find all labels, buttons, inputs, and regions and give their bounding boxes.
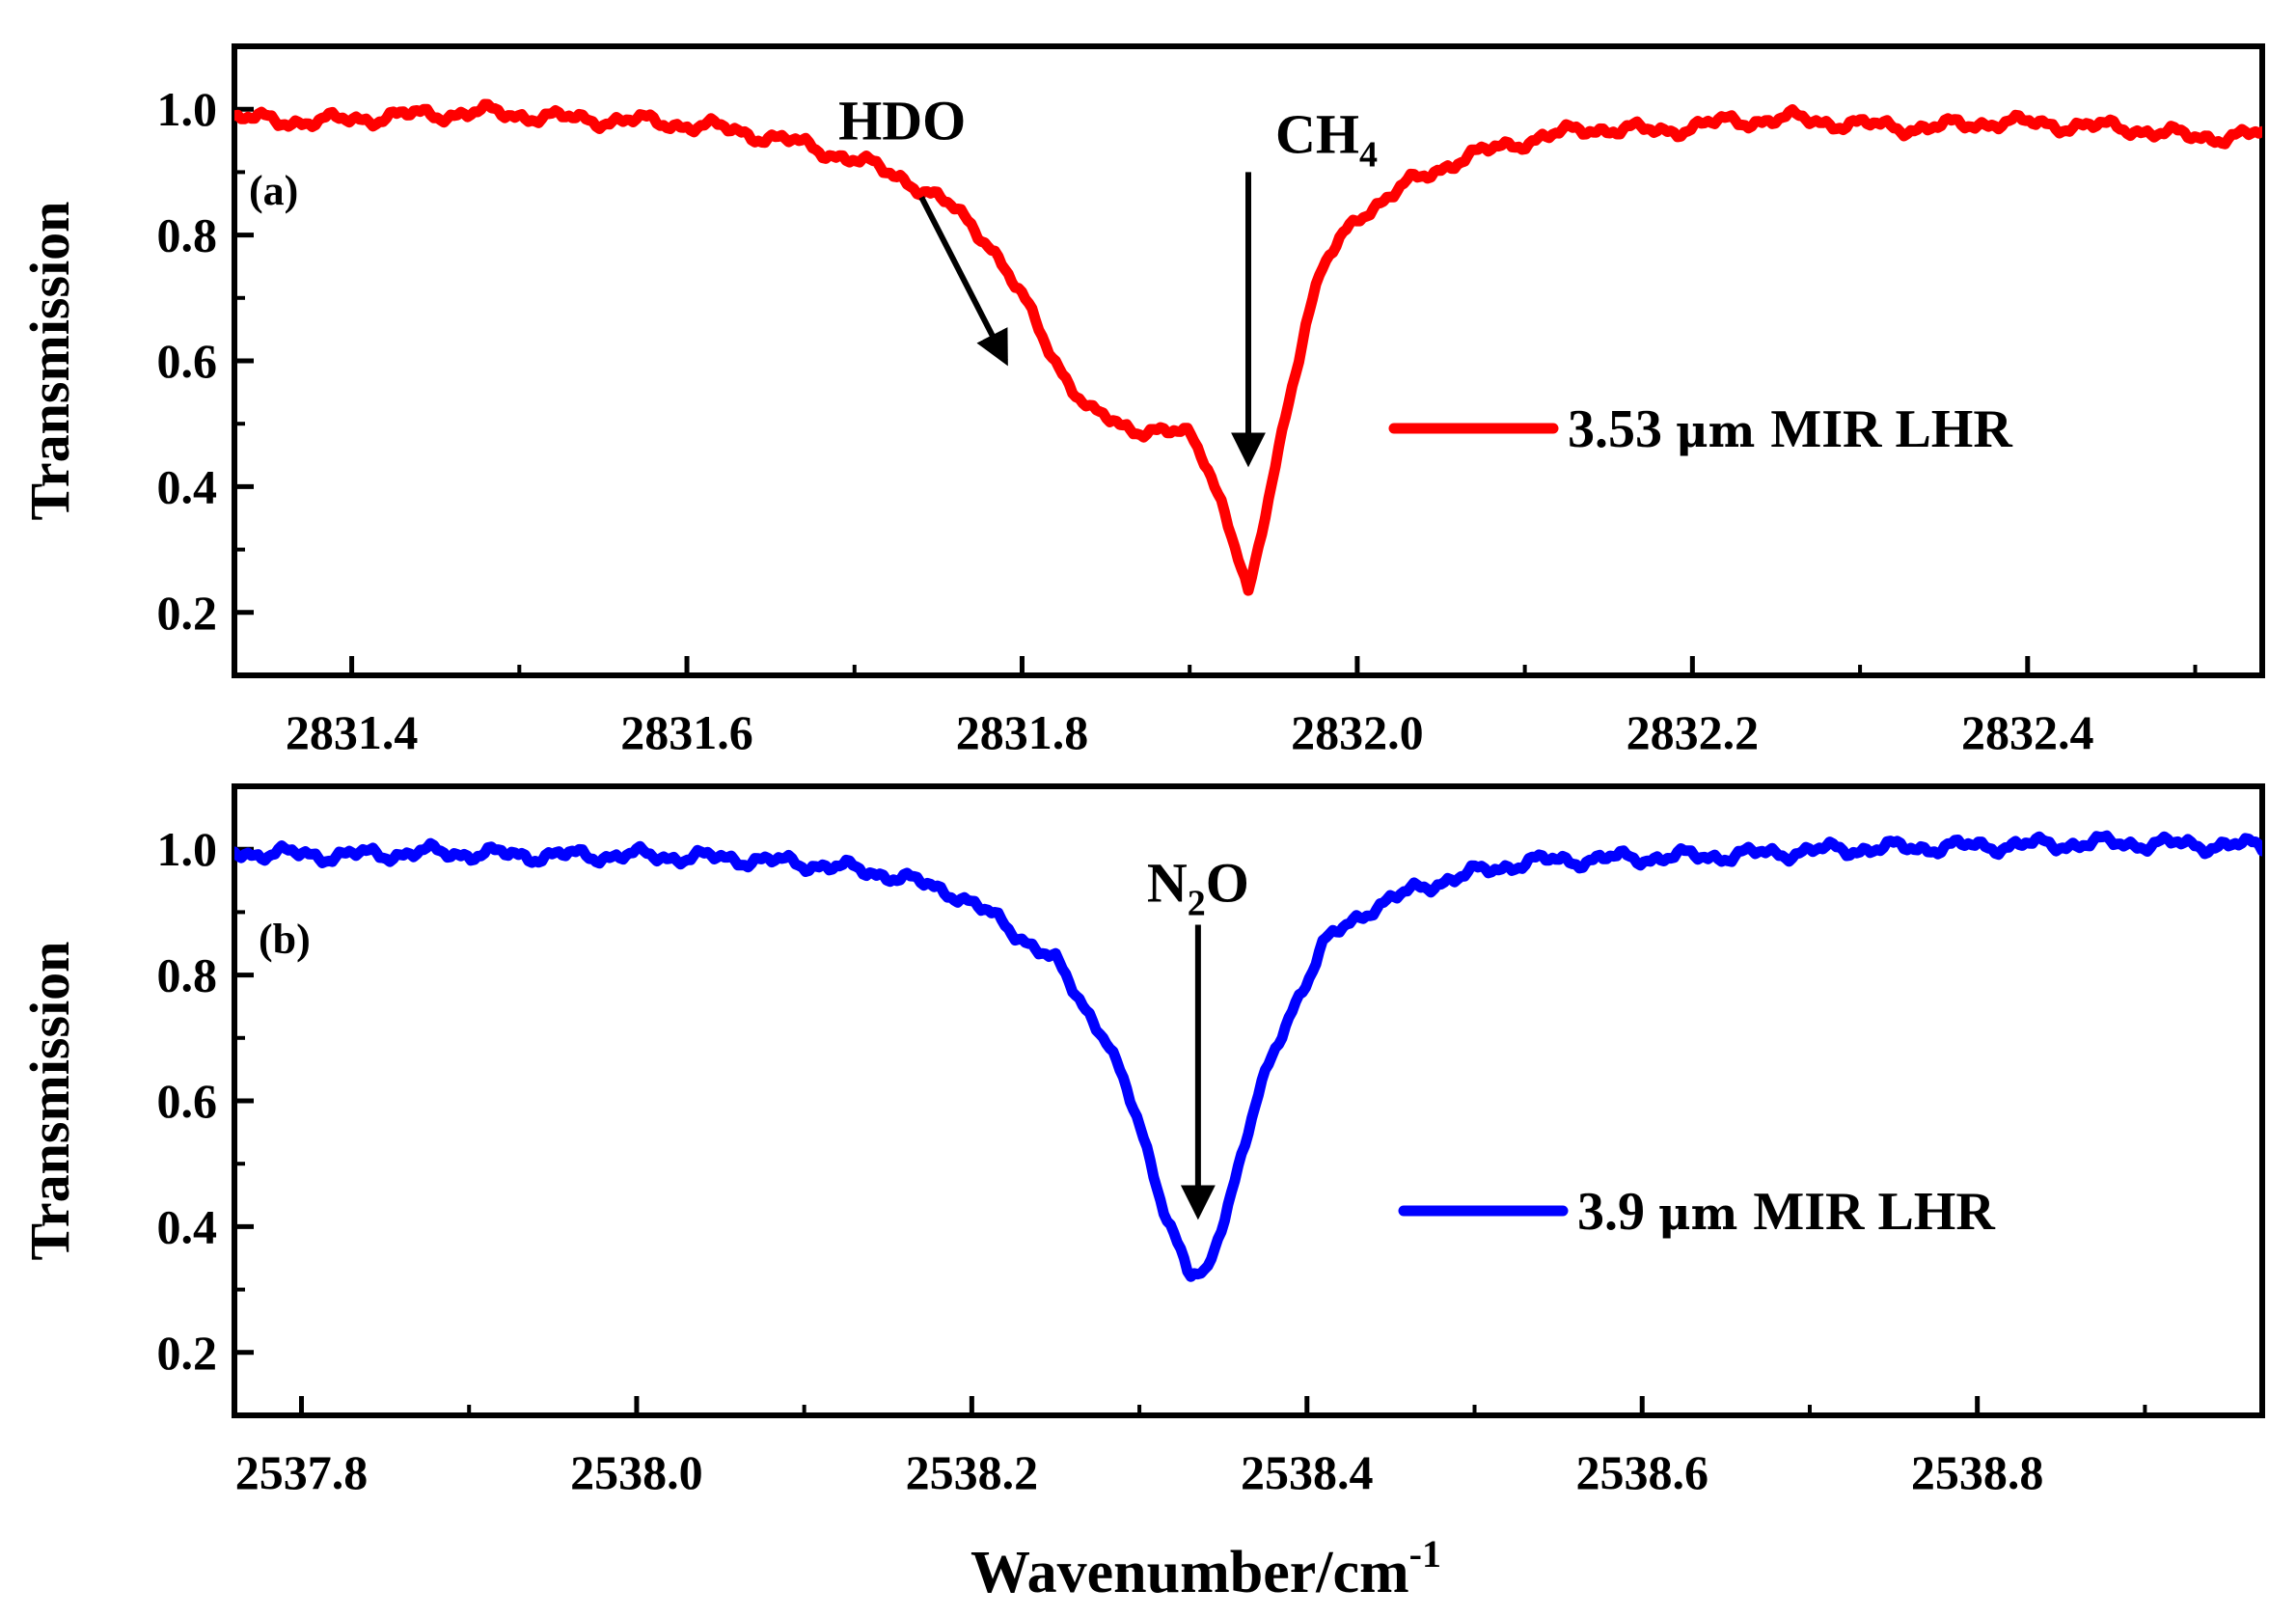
x-tick-label: 2832.4 xyxy=(1961,705,2094,759)
y-axis-label: Transmission xyxy=(18,942,81,1261)
annotation-arrow xyxy=(918,196,1008,367)
annotation-subscript: 2 xyxy=(1188,883,1206,923)
series-line xyxy=(234,830,2262,1282)
x-tick-label: 2832.2 xyxy=(1626,705,1760,759)
x-tick-label: 2538.4 xyxy=(1241,1445,1374,1499)
y-tick-label: 0.6 xyxy=(157,334,218,388)
y-tick-label: 1.0 xyxy=(157,82,218,136)
series-line xyxy=(234,98,2262,596)
legend-label: 3.9 μm MIR LHR xyxy=(1577,1182,1995,1242)
x-tick-label: 2831.6 xyxy=(620,705,753,759)
x-tick-label: 2832.0 xyxy=(1291,705,1424,759)
y-tick-label: 0.2 xyxy=(157,586,218,640)
x-tick-label: 2831.8 xyxy=(956,705,1089,759)
y-tick-label: 0.2 xyxy=(157,1326,218,1380)
x-tick-label: 2538.0 xyxy=(570,1445,703,1499)
annotation-text: N xyxy=(1147,851,1188,914)
panel-label: (b) xyxy=(259,916,311,963)
legend-unit: μm xyxy=(1676,405,1770,457)
x-axis-label-sup: -1 xyxy=(1409,1532,1441,1576)
x-axis-label-text: Wavenumber/cm xyxy=(970,1540,1409,1605)
y-tick-label: 0.4 xyxy=(157,1199,218,1253)
x-tick-label: 2538.8 xyxy=(1911,1445,2044,1499)
legend-value: 3.9 xyxy=(1577,1182,1658,1242)
y-tick-label: 0.4 xyxy=(157,459,218,513)
y-tick-label: 1.0 xyxy=(157,822,218,876)
y-tick-label: 0.8 xyxy=(157,948,218,1002)
panel-label: (a) xyxy=(249,167,298,214)
annotation-text: HDO xyxy=(838,89,966,151)
legend-label: 3.53 μm MIR LHR xyxy=(1568,399,2012,459)
annotation-label: HDO xyxy=(838,89,966,151)
panel-b: 2537.8 2538.0 2538.2 2538.4 2538.6 2538.8 0.2 0… xyxy=(18,783,2265,1499)
x-axis-label: Wavenumber/cm-1 xyxy=(970,1532,1441,1605)
x-tick-label: 2538.2 xyxy=(906,1445,1039,1499)
y-tick-label: 0.6 xyxy=(157,1074,218,1128)
legend-suffix: MIR LHR xyxy=(1770,399,2012,459)
annotation-subscript: 4 xyxy=(1359,134,1378,175)
legend-unit: μm xyxy=(1658,1188,1753,1240)
x-tick-label: 2831.4 xyxy=(286,705,419,759)
annotation-label: CH4 xyxy=(1275,102,1378,175)
legend-suffix: MIR LHR xyxy=(1753,1182,1995,1242)
x-tick-label: 2537.8 xyxy=(235,1445,369,1499)
y-tick-label: 0.8 xyxy=(157,208,218,262)
annotation-text: CH xyxy=(1275,102,1359,165)
x-tick-label: 2538.6 xyxy=(1575,1445,1708,1499)
panel-a: 2831.4 2831.6 2831.8 2832.0 2832.2 2832.4 0.2 0… xyxy=(18,43,2265,759)
annotation-label: N2O xyxy=(1147,851,1249,923)
annotation-text-after: O xyxy=(1206,851,1249,914)
legend-value: 3.53 xyxy=(1568,399,1676,459)
y-axis-label: Transmission xyxy=(18,202,81,521)
